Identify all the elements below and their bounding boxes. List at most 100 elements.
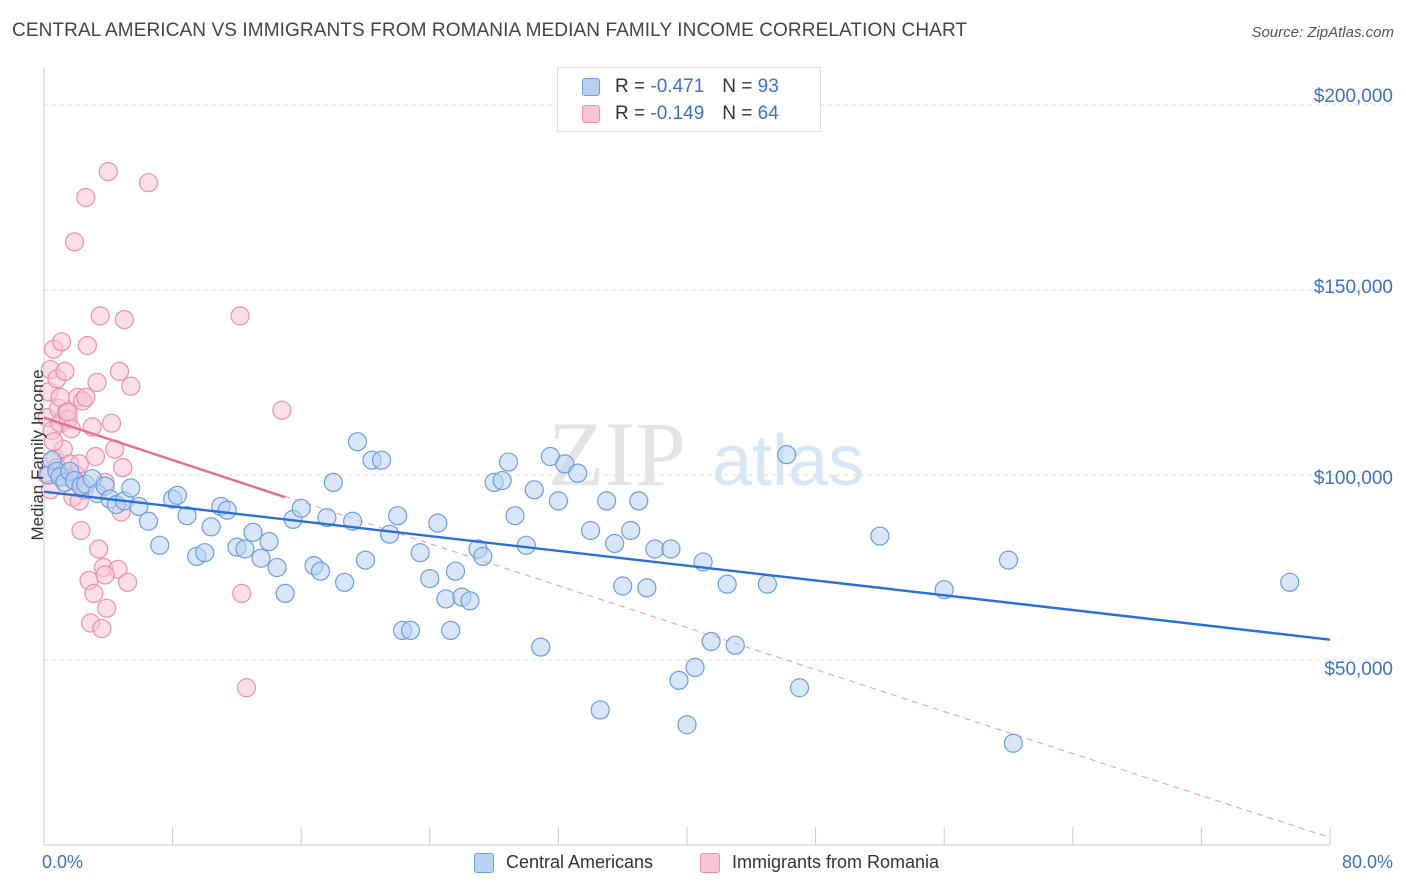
point-romania (71, 520, 91, 541)
point-romania (89, 539, 109, 559)
point-central-american (138, 511, 159, 531)
legend-label-romania: Immigrants from Romania (732, 852, 940, 872)
point-central-american (531, 637, 551, 657)
point-central-american (555, 454, 575, 474)
point-central-american (669, 670, 689, 690)
point-central-american (621, 520, 641, 541)
point-central-american (597, 491, 617, 511)
point-central-american (445, 561, 466, 581)
point-romania (109, 361, 130, 381)
point-central-american (355, 550, 376, 570)
point-central-american (789, 678, 810, 698)
series-central-american-points (39, 432, 1300, 753)
point-romania (98, 162, 118, 182)
y-tick-label-150000: $150,000 (1313, 277, 1393, 298)
point-central-american (291, 498, 311, 518)
point-central-american (251, 548, 271, 568)
trendlines (43, 416, 1331, 641)
legend-item-romania: Immigrants from Romania (700, 852, 939, 873)
point-central-american (605, 533, 625, 554)
stats-legend: R = -0.471 N = 93 R = -0.149 N = 64 (557, 67, 821, 132)
chart-title: CENTRAL AMERICAN VS IMMIGRANTS FROM ROMA… (12, 20, 968, 41)
point-central-american (629, 491, 649, 511)
r-label: R = (615, 103, 646, 124)
y-tick-label-50000: $50,000 (1324, 659, 1393, 680)
point-central-american (428, 513, 448, 533)
point-romania (77, 335, 98, 356)
point-romania (97, 598, 117, 618)
point-romania (272, 400, 292, 420)
point-central-american (870, 526, 890, 546)
n-label: N = (722, 103, 753, 124)
point-central-american (388, 506, 408, 526)
point-romania (121, 376, 141, 396)
stats-legend-row-central-americans: R = -0.471 N = 93 (582, 75, 779, 99)
point-central-american (275, 583, 295, 604)
point-central-american (177, 506, 197, 526)
point-central-american (757, 574, 777, 594)
point-central-american (436, 589, 456, 609)
point-central-american (492, 470, 512, 491)
point-romania (92, 618, 112, 639)
point-romania (76, 187, 96, 208)
point-central-american (323, 472, 343, 492)
point-central-american (217, 500, 237, 520)
point-central-american (473, 546, 493, 567)
point-central-american (637, 578, 657, 598)
point-central-american (548, 491, 569, 511)
trendline-romania (43, 416, 286, 499)
point-romania (138, 173, 159, 193)
point-central-american (725, 635, 745, 655)
point-central-american (777, 445, 797, 465)
point-central-american (380, 524, 400, 544)
legend-label-central-americans: Central Americans (506, 852, 654, 872)
chart-source: Source: ZipAtlas.com (1251, 24, 1394, 41)
point-romania (113, 458, 133, 478)
point-romania (50, 387, 70, 407)
point-central-american (460, 591, 480, 611)
stats-legend-row-romania: R = -0.149 N = 64 (582, 102, 779, 126)
n-value: 64 (757, 103, 779, 124)
point-central-american (613, 576, 633, 596)
point-central-american (590, 700, 610, 720)
point-romania (58, 402, 78, 422)
x-tick-label-min: 0.0% (42, 852, 84, 872)
r-label: R = (615, 76, 646, 97)
point-central-american (505, 506, 525, 526)
r-value: -0.471 (650, 76, 705, 97)
point-romania (64, 232, 85, 252)
point-central-american (201, 517, 221, 537)
y-tick-label-200000: $200,000 (1313, 86, 1393, 107)
point-central-american (167, 485, 188, 505)
point-romania (230, 306, 250, 326)
point-central-american (441, 620, 461, 641)
n-label: N = (722, 76, 753, 97)
point-romania (232, 583, 252, 604)
point-romania (76, 387, 96, 407)
point-central-american (998, 550, 1019, 570)
point-central-american (498, 452, 519, 472)
point-romania (44, 432, 64, 452)
legend-swatch-blue (474, 852, 494, 873)
point-central-american (701, 631, 721, 652)
point-romania (84, 583, 104, 604)
point-central-american (1280, 572, 1300, 592)
point-central-american (1003, 733, 1023, 753)
point-central-american (317, 507, 337, 528)
legend-swatch-pink (700, 852, 720, 873)
point-central-american (243, 522, 263, 542)
point-central-american (235, 539, 255, 559)
point-romania (95, 565, 115, 585)
point-central-american (661, 539, 681, 559)
y-tick-label-100000: $100,000 (1313, 468, 1393, 489)
x-tick-label-max: 80.0% (1341, 852, 1393, 872)
legend-item-central-americans: Central Americans (474, 852, 653, 873)
point-central-american (645, 539, 665, 559)
r-value: -0.149 (650, 103, 705, 124)
point-romania (87, 372, 107, 393)
point-central-american (524, 480, 544, 500)
point-romania (90, 306, 110, 326)
point-central-american (371, 450, 392, 470)
point-romania (101, 413, 122, 433)
